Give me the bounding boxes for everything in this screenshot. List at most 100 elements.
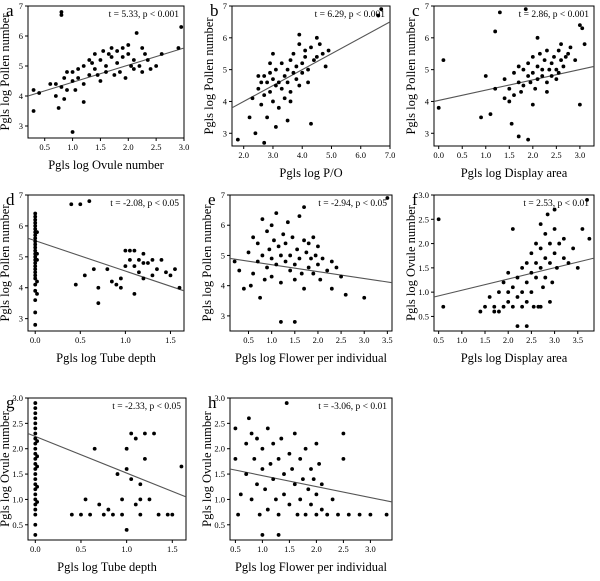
data-point: [104, 64, 108, 68]
data-point: [33, 261, 38, 265]
data-point: [127, 258, 132, 262]
data-point: [126, 52, 131, 56]
data-point: [132, 248, 137, 253]
data-point: [33, 492, 38, 497]
data-point: [62, 76, 67, 80]
x-tick-label: 3.0: [575, 150, 586, 160]
data-point: [244, 472, 249, 476]
data-point: [282, 74, 287, 78]
x-tick-label: 1.0: [121, 544, 132, 554]
data-point: [298, 456, 303, 461]
data-point: [559, 42, 563, 47]
data-point: [276, 512, 281, 517]
data-point: [552, 55, 556, 59]
data-point: [376, 13, 381, 18]
data-point: [288, 90, 293, 94]
data-point: [303, 48, 308, 53]
y-tick-label: 7: [221, 190, 225, 200]
data-point: [306, 67, 310, 72]
data-point: [33, 245, 38, 250]
stat-label: t = -3.06, p < 0.01: [318, 402, 387, 412]
regression-line: [433, 257, 595, 298]
data-point: [510, 304, 515, 309]
data-point: [297, 42, 302, 47]
data-point: [441, 304, 446, 309]
data-point: [316, 244, 320, 249]
data-point: [82, 273, 87, 278]
plot-frame: [229, 194, 393, 332]
data-point: [35, 230, 39, 234]
x-tick-label: 6.0: [355, 150, 366, 160]
data-point: [368, 512, 373, 517]
data-point: [170, 512, 175, 517]
data-point: [241, 286, 246, 291]
data-point: [288, 253, 293, 258]
data-point: [265, 426, 270, 431]
data-point: [124, 527, 129, 532]
x-axis-label: Pgls log Display area: [461, 166, 568, 180]
data-point: [106, 507, 111, 512]
panel-letter: b: [210, 1, 219, 20]
data-point: [497, 309, 501, 314]
data-point: [268, 70, 272, 75]
data-point: [33, 217, 38, 222]
data-point: [237, 268, 242, 273]
data-point: [96, 301, 101, 306]
y-tick-label: 3: [19, 121, 23, 131]
data-point: [262, 74, 267, 78]
y-tick-label: 1.5: [214, 469, 225, 479]
data-point: [279, 86, 284, 91]
panel-letter: f: [412, 190, 418, 209]
data-point: [276, 533, 281, 537]
data-point: [274, 262, 279, 267]
data-point: [548, 241, 552, 246]
data-point: [236, 512, 241, 517]
data-point: [73, 88, 78, 92]
data-point: [309, 502, 313, 507]
data-point: [132, 264, 137, 268]
data-point: [159, 258, 164, 262]
data-point: [120, 46, 125, 50]
data-point: [585, 197, 589, 202]
data-point: [92, 446, 97, 451]
data-point: [114, 282, 119, 287]
data-point: [520, 304, 525, 309]
data-point: [265, 265, 269, 270]
data-point: [120, 497, 124, 502]
data-point: [306, 487, 311, 492]
data-point: [268, 61, 272, 66]
data-point: [313, 253, 318, 258]
data-point: [502, 77, 507, 82]
data-point: [521, 67, 526, 72]
data-point: [573, 58, 578, 62]
data-point: [115, 49, 120, 53]
data-point: [232, 259, 237, 264]
data-point: [341, 431, 346, 436]
data-point: [260, 467, 265, 471]
y-tick-label: 1.0: [418, 287, 429, 297]
data-point: [492, 304, 497, 309]
data-point: [249, 497, 254, 502]
data-point: [559, 58, 563, 62]
x-axis-label: Pgls log Flower per individual: [235, 560, 388, 574]
x-tick-label: 1.0: [67, 142, 78, 152]
data-point: [124, 467, 129, 471]
data-point: [123, 76, 128, 80]
data-point: [534, 241, 538, 246]
y-tick-label: 3.0: [214, 393, 225, 403]
data-point: [233, 426, 238, 431]
data-point: [357, 512, 362, 517]
x-tick-label: 0.5: [457, 150, 468, 160]
y-axis-label: Pgls log Pollen number: [404, 17, 418, 135]
data-point: [87, 199, 92, 204]
data-point: [76, 76, 81, 80]
data-point: [33, 522, 38, 527]
data-point: [105, 267, 110, 272]
data-point: [547, 67, 552, 72]
data-point: [138, 482, 143, 487]
x-tick-label: 2.0: [123, 142, 134, 152]
data-point: [279, 436, 284, 441]
y-tick-label: 4: [19, 283, 24, 293]
plot-frame: [433, 5, 595, 147]
data-point: [528, 80, 533, 85]
